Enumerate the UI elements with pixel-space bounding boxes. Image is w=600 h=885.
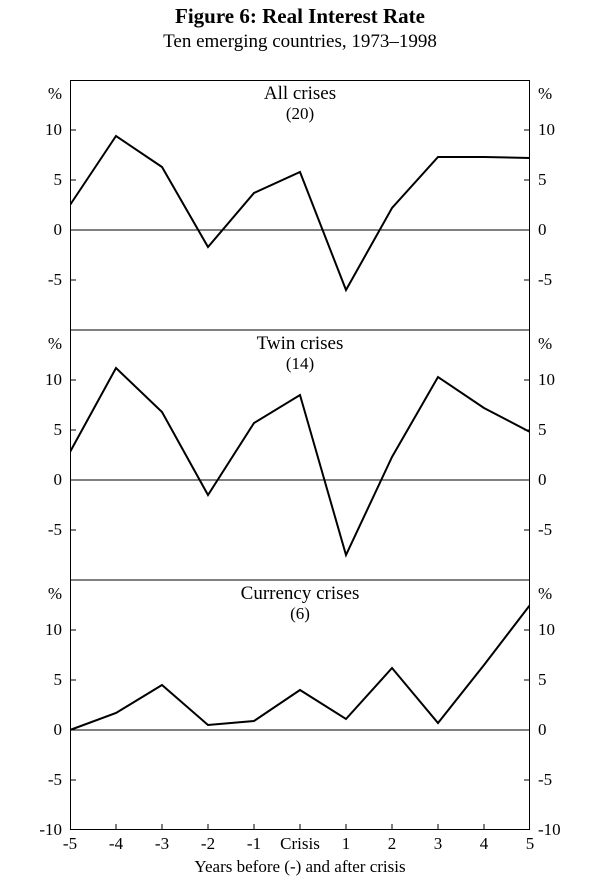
y-tick-label: 5 xyxy=(538,170,547,190)
title-block: Figure 6: Real Interest Rate Ten emergin… xyxy=(0,0,600,53)
x-tick-label: -5 xyxy=(63,834,77,854)
y-tick-label: 5 xyxy=(538,670,547,690)
x-tick-label: 4 xyxy=(480,834,489,854)
y-tick-label: 0 xyxy=(54,220,63,240)
y-tick-label: -5 xyxy=(48,520,62,540)
y-tick-label: 0 xyxy=(538,220,547,240)
panel-title: Currency crises(6) xyxy=(70,584,530,624)
panel-title-text: Twin crises xyxy=(70,334,530,355)
panel-count: (20) xyxy=(70,105,530,124)
y-tick-label: -5 xyxy=(48,270,62,290)
chart-svg xyxy=(70,80,530,830)
data-line xyxy=(70,136,530,290)
panel-title-text: Currency crises xyxy=(70,584,530,605)
panel-title: All crises(20) xyxy=(70,84,530,124)
panel-count: (14) xyxy=(70,355,530,374)
plot-area: -5-500551010%%All crises(20)-5-500551010… xyxy=(70,80,530,830)
y-tick-label: 0 xyxy=(54,470,63,490)
figure-title: Figure 6: Real Interest Rate xyxy=(0,4,600,29)
x-tick-label: 3 xyxy=(434,834,443,854)
x-tick-label: -1 xyxy=(247,834,261,854)
x-tick-label: -3 xyxy=(155,834,169,854)
panel-count: (6) xyxy=(70,605,530,624)
y-tick-label: -5 xyxy=(538,270,552,290)
percent-symbol: % xyxy=(48,84,62,104)
x-tick-label: -2 xyxy=(201,834,215,854)
percent-symbol: % xyxy=(538,334,552,354)
y-tick-label: 10 xyxy=(45,120,62,140)
percent-symbol: % xyxy=(538,584,552,604)
percent-symbol: % xyxy=(48,584,62,604)
y-tick-label: -10 xyxy=(39,820,62,840)
panel-title-text: All crises xyxy=(70,84,530,105)
x-tick-label: 2 xyxy=(388,834,397,854)
x-axis-label: Years before (-) and after crisis xyxy=(0,857,600,877)
y-tick-label: 0 xyxy=(538,470,547,490)
figure: Figure 6: Real Interest Rate Ten emergin… xyxy=(0,0,600,885)
y-tick-label: -5 xyxy=(48,770,62,790)
panel-title: Twin crises(14) xyxy=(70,334,530,374)
y-tick-label: -5 xyxy=(538,520,552,540)
x-tick-label: -4 xyxy=(109,834,123,854)
y-tick-label: 10 xyxy=(538,620,555,640)
y-tick-label: 0 xyxy=(54,720,63,740)
data-line xyxy=(70,368,530,555)
x-tick-label: 1 xyxy=(342,834,351,854)
y-tick-label: 10 xyxy=(538,120,555,140)
y-tick-label: 5 xyxy=(54,670,63,690)
data-line xyxy=(70,605,530,730)
x-tick-label: Crisis xyxy=(280,834,320,854)
y-tick-label: 5 xyxy=(54,170,63,190)
percent-symbol: % xyxy=(48,334,62,354)
y-tick-label: -10 xyxy=(538,820,561,840)
y-tick-label: 5 xyxy=(538,420,547,440)
y-tick-label: 10 xyxy=(538,370,555,390)
y-tick-label: 10 xyxy=(45,370,62,390)
y-tick-label: 0 xyxy=(538,720,547,740)
percent-symbol: % xyxy=(538,84,552,104)
y-tick-label: 5 xyxy=(54,420,63,440)
x-tick-label: 5 xyxy=(526,834,535,854)
y-tick-label: -5 xyxy=(538,770,552,790)
figure-subtitle: Ten emerging countries, 1973–1998 xyxy=(0,31,600,53)
y-tick-label: 10 xyxy=(45,620,62,640)
